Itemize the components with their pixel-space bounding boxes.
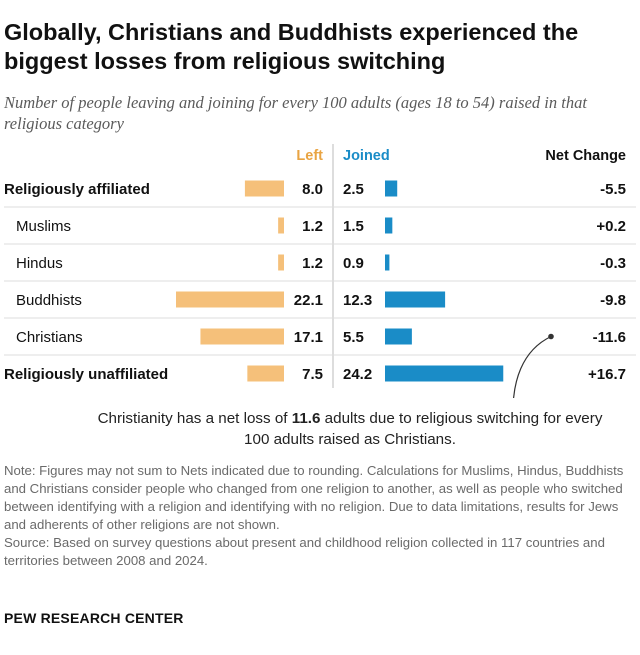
left-value-muslims: 1.2 (302, 218, 323, 235)
joined-bar-buddhists (385, 291, 446, 308)
net-change-muslims: +0.2 (596, 218, 626, 235)
left-value-christians: 17.1 (294, 329, 323, 346)
joined-value-religiously-affiliated: 2.5 (343, 181, 364, 198)
joined-value-christians: 5.5 (343, 329, 364, 346)
note-text: Note: Figures may not sum to Nets indica… (4, 463, 624, 532)
left-bar-religiously-unaffiliated (247, 365, 284, 382)
chart-subtitle: Number of people leaving and joining for… (4, 93, 587, 133)
header-left: Left (296, 148, 323, 164)
header-net-change: Net Change (545, 148, 626, 164)
joined-value-religiously-unaffiliated: 24.2 (343, 366, 372, 383)
left-bar-hindus (278, 254, 284, 271)
joined-value-buddhists: 12.3 (343, 292, 372, 309)
left-value-religiously-affiliated: 8.0 (302, 181, 323, 198)
net-change-christians: -11.6 (593, 329, 626, 346)
category-label-christians: Christians (16, 329, 83, 346)
chart-title: Globally, Christians and Buddhists exper… (4, 19, 579, 74)
left-bar-buddhists (176, 291, 284, 308)
joined-bar-christians (385, 328, 412, 345)
category-label-muslims: Muslims (16, 218, 71, 235)
joined-value-muslims: 1.5 (343, 218, 364, 235)
left-bar-christians (200, 328, 284, 345)
joined-bar-religiously-affiliated (385, 180, 398, 197)
switching-chart: Left Joined Net Change Religiously affiliat… (4, 144, 636, 398)
net-change-buddhists: -9.8 (600, 292, 626, 309)
net-change-religiously-unaffiliated: +16.7 (588, 366, 626, 383)
category-label-religiously-affiliated: Religiously affiliated (4, 181, 150, 198)
annotation-text-bold: 11.6 (291, 410, 321, 427)
joined-bar-religiously-unaffiliated (385, 365, 504, 382)
annotation-text-after: adults due to religious switching for ev… (244, 410, 603, 448)
notes-section: Note: Figures may not sum to Nets indica… (4, 462, 634, 570)
category-label-religiously-unaffiliated: Religiously unaffiliated (4, 366, 168, 383)
left-value-buddhists: 22.1 (294, 292, 323, 309)
joined-bar-hindus (385, 254, 390, 271)
header-joined: Joined (343, 148, 390, 164)
annotation-text-before: Christianity has a net loss of (97, 410, 292, 427)
left-bar-religiously-affiliated (244, 180, 284, 197)
left-bar-muslims (278, 217, 284, 234)
left-value-religiously-unaffiliated: 7.5 (302, 366, 323, 383)
net-change-hindus: -0.3 (600, 255, 626, 272)
annotation-callout: Christianity has a net loss of 11.6 adul… (90, 408, 610, 450)
category-label-hindus: Hindus (16, 255, 63, 272)
brand-logo-text: PEW RESEARCH CENTER (4, 610, 184, 626)
joined-value-hindus: 0.9 (343, 255, 364, 272)
left-value-hindus: 1.2 (302, 255, 323, 272)
annotation-line (513, 335, 552, 398)
joined-bar-muslims (385, 217, 393, 234)
net-change-religiously-affiliated: -5.5 (600, 181, 626, 198)
category-label-buddhists: Buddhists (16, 292, 82, 309)
source-text: Source: Based on survey questions about … (4, 535, 605, 568)
